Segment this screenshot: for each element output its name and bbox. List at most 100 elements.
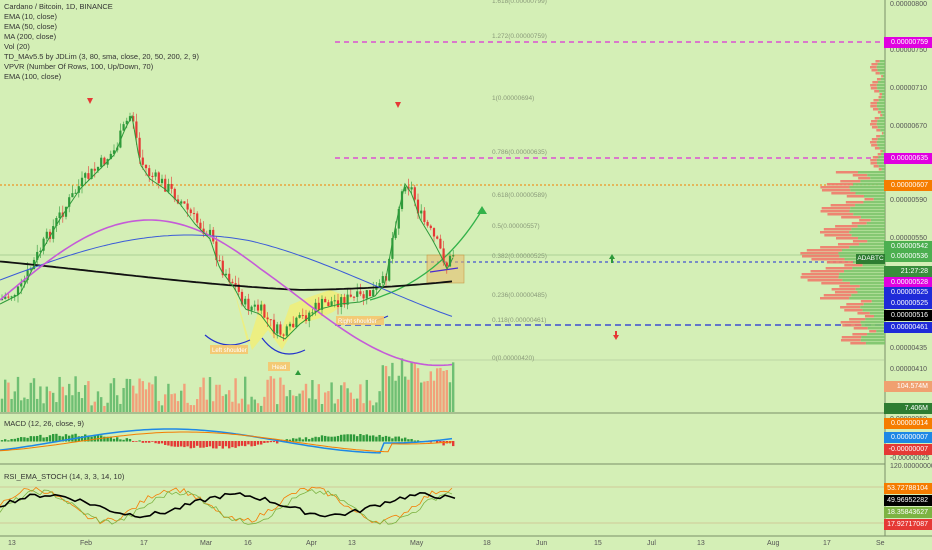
macd-title[interactable]: MACD (12, 26, close, 9) — [4, 419, 85, 428]
volume-bar — [304, 383, 308, 412]
volume-bar — [55, 402, 58, 412]
volume-bar — [388, 376, 391, 412]
candle — [272, 319, 276, 334]
volume-bar — [176, 401, 180, 412]
ema-50-line — [0, 219, 453, 367]
volume-bar — [324, 392, 327, 412]
volume-bar — [420, 382, 423, 412]
date-axis-label: 15 — [594, 540, 602, 547]
fib-label: 1(0.00000694) — [492, 95, 534, 102]
candle — [112, 150, 116, 154]
candle — [320, 298, 324, 310]
rsi-tag: 53.72788104 — [884, 483, 932, 494]
volume-bar — [314, 399, 317, 412]
candle — [68, 197, 71, 207]
candle — [48, 231, 52, 239]
indicator-ema10[interactable]: EMA (10, close) — [4, 12, 57, 21]
candle — [349, 294, 352, 297]
candle — [362, 294, 365, 299]
volume-bar — [436, 368, 439, 412]
candle — [343, 297, 346, 305]
date-axis-label: Aug — [767, 540, 780, 547]
indicator-ma200[interactable]: MA (200, close) — [4, 32, 57, 41]
volume-bar — [410, 361, 413, 412]
indicator-vol[interactable]: Vol (20) — [4, 42, 30, 51]
candle — [416, 199, 420, 214]
candle — [388, 258, 391, 281]
volume-bar — [445, 370, 448, 412]
candle — [36, 251, 39, 260]
candle — [135, 121, 138, 138]
volume-bar — [80, 398, 84, 412]
candle — [186, 203, 189, 210]
volume-bar — [84, 385, 87, 412]
indicator-tdma[interactable]: TD_MAv5.5 by JDLim (3, 80, sma, close, 2… — [4, 52, 199, 61]
price-axis-label: 0.00000590 — [890, 197, 927, 204]
rsi-line — [0, 491, 456, 519]
candle — [317, 302, 320, 310]
candle — [240, 291, 244, 305]
candle — [23, 280, 26, 283]
candle — [330, 301, 333, 307]
candle — [16, 286, 20, 296]
candle — [52, 226, 55, 239]
price-axis: 0.00000800 0.00000750 0.00000710 0.00000670… — [890, 1, 927, 394]
volume-bar — [39, 386, 42, 412]
indicator-ema100[interactable]: EMA (100, close) — [4, 72, 62, 81]
candle — [263, 304, 266, 318]
volume-bar — [260, 405, 263, 412]
candle — [285, 326, 288, 336]
date-axis-label: Feb — [80, 540, 92, 547]
candle — [372, 289, 375, 297]
candle — [237, 284, 240, 292]
price-axis-label: 0.00000800 — [890, 1, 927, 8]
indicator-vpvr[interactable]: VPVR (Number Of Rows, 100, Up/Down, 70) — [4, 62, 154, 71]
price-axis-label: 0.00000410 — [890, 366, 927, 373]
volume-bar — [199, 387, 202, 412]
volume-bar — [180, 390, 183, 412]
date-axis-label: Se — [876, 540, 885, 547]
head-label: Head — [272, 365, 286, 371]
macd-histogram — [0, 433, 455, 449]
candle — [4, 296, 7, 299]
volume-bar — [10, 398, 13, 412]
candle — [327, 302, 330, 307]
macd-line — [0, 428, 453, 454]
volume-bar — [160, 405, 164, 412]
candle — [448, 255, 452, 267]
fib-label: 0.236(0.00000485) — [492, 292, 547, 299]
volume-bar — [45, 386, 48, 412]
volume-bar — [429, 371, 432, 412]
fib-label: 0.786(0.00000635) — [492, 149, 547, 156]
fib-label: 0.5(0.00000557) — [492, 223, 540, 230]
volume-bar — [135, 393, 138, 412]
candle — [368, 290, 372, 297]
candle — [128, 116, 132, 121]
date-axis-label: Apr — [306, 540, 318, 547]
volume-bar — [196, 399, 199, 412]
volume-bar — [375, 402, 378, 412]
volume-bar — [448, 382, 452, 412]
indicator-ema50[interactable]: EMA (50, close) — [4, 22, 57, 31]
volume-bar — [221, 395, 224, 412]
price-tag: 0.00000607 — [884, 180, 932, 191]
candle — [279, 324, 282, 335]
volume-bar — [186, 402, 189, 412]
volume-bar — [349, 392, 352, 412]
volume-bar — [42, 403, 45, 412]
volume-bar — [343, 382, 346, 412]
candle — [420, 210, 423, 214]
candle — [199, 222, 202, 229]
candle — [80, 177, 84, 187]
volume-bar — [452, 362, 455, 412]
volume-bar — [48, 391, 52, 412]
rsi-axis-label: 120.00000000 — [890, 463, 932, 470]
price-axis-label: 0.00000435 — [890, 345, 927, 352]
volume-bar — [362, 403, 365, 412]
volume-bar — [202, 377, 205, 412]
rsi-title[interactable]: RSI_EMA_STOCH (14, 3, 3, 14, 10) — [4, 472, 125, 481]
volume-bar — [32, 378, 36, 412]
symbol-title: Cardano / Bitcoin, 1D, BINANCE — [4, 2, 113, 11]
volume-bar — [71, 395, 74, 412]
